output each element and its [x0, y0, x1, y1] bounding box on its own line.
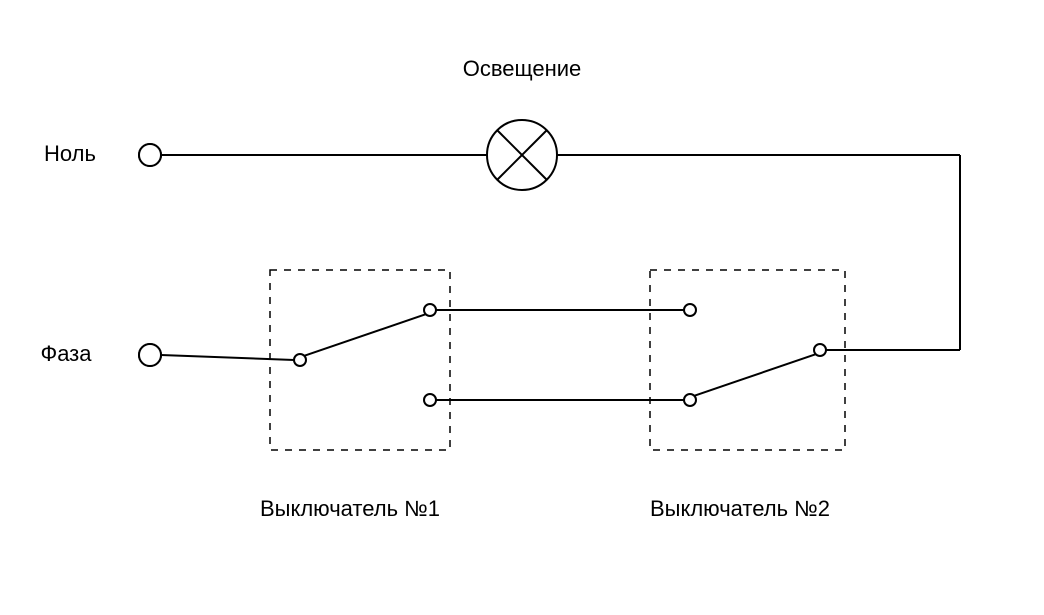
switch1-blade [304, 314, 426, 356]
lamp-symbol [487, 120, 557, 190]
neutral-label: Ноль [44, 141, 96, 166]
switch1-label: Выключатель №1 [260, 496, 440, 521]
switch2-common-node [814, 344, 826, 356]
switch2-label: Выключатель №2 [650, 496, 830, 521]
switch2-top-node [684, 304, 696, 316]
lamp-title: Освещение [463, 56, 582, 81]
phase-label: Фаза [40, 341, 92, 366]
switch2-box [650, 270, 845, 450]
wire-phase-in [161, 355, 294, 360]
switch1-top-node [424, 304, 436, 316]
circuit-diagram: Освещение Ноль Фаза Выключатель №1 Выключате… [0, 0, 1044, 615]
switch1-common-node [294, 354, 306, 366]
switch2-bottom-node [684, 394, 696, 406]
switch1-bottom-node [424, 394, 436, 406]
switch2-blade [694, 354, 816, 396]
